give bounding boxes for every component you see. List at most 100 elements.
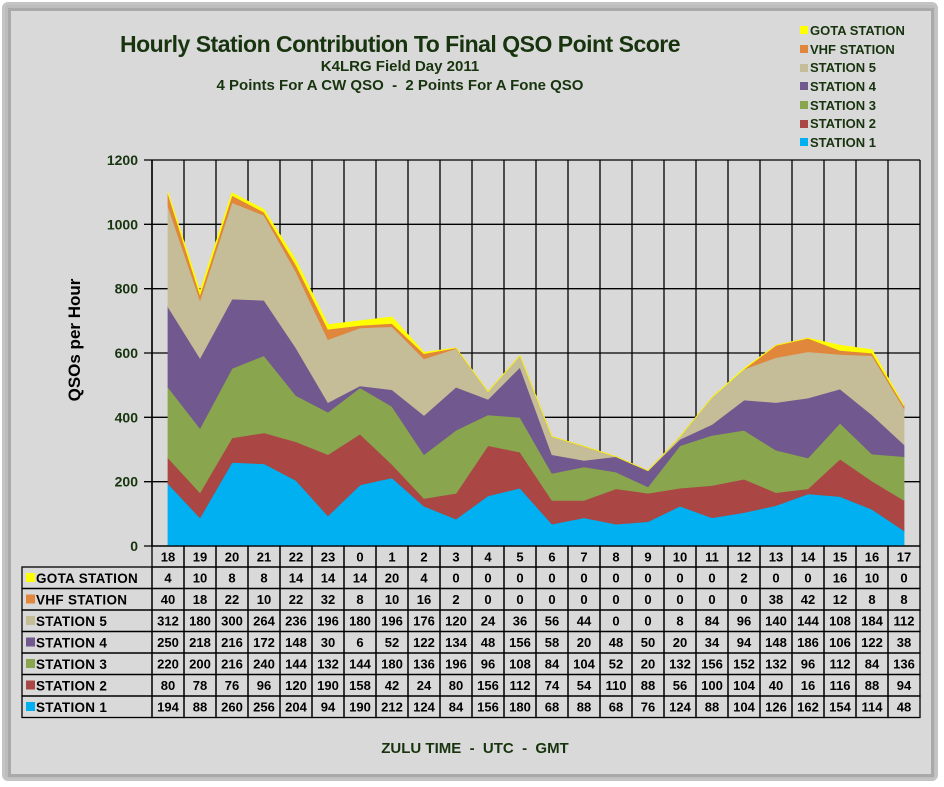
- y-tick-label: 0: [130, 538, 138, 554]
- data-label: 132: [317, 657, 339, 672]
- data-label: 84: [865, 657, 880, 672]
- data-label: 48: [481, 635, 495, 650]
- data-label: 0: [676, 571, 683, 586]
- x-tick-label: 9: [644, 550, 651, 565]
- data-label: 4: [420, 571, 428, 586]
- data-label: 110: [606, 678, 627, 693]
- data-label: 88: [577, 700, 591, 715]
- x-tick-label: 23: [321, 550, 335, 565]
- data-label: 216: [221, 635, 243, 650]
- stacked-areas: [167, 192, 905, 547]
- x-tick-label: 14: [801, 550, 816, 565]
- x-tick-label: 11: [705, 550, 719, 565]
- legend-item-vhf-station: VHF STATION: [800, 40, 905, 59]
- x-tick-label: 8: [612, 550, 619, 565]
- data-label: 52: [609, 657, 623, 672]
- x-tick-label: 12: [737, 550, 751, 565]
- data-label: 256: [253, 700, 275, 715]
- legend-label: STATION 1: [810, 134, 876, 150]
- data-label: 42: [801, 592, 815, 607]
- data-label: 96: [257, 678, 271, 693]
- data-label: 264: [253, 614, 275, 629]
- data-label: 144: [285, 657, 307, 672]
- data-label: 42: [385, 678, 399, 693]
- table-cell: [887, 695, 921, 719]
- legend-label: STATION 5: [810, 60, 876, 76]
- data-label: 154: [829, 700, 851, 715]
- data-label: 68: [609, 700, 623, 715]
- legend-label: GOTA STATION: [810, 22, 905, 38]
- legend-swatch: [800, 82, 808, 91]
- data-label: 112: [894, 614, 915, 629]
- data-label: 0: [772, 571, 779, 586]
- data-label: 8: [900, 592, 907, 607]
- table-row-label: STATION 3: [36, 657, 107, 672]
- x-tick-label: 15: [833, 550, 847, 565]
- data-label: 78: [193, 678, 207, 693]
- legend-key-station-2: [26, 680, 35, 690]
- data-label: 122: [413, 635, 435, 650]
- data-label: 148: [285, 635, 307, 650]
- data-label: 12: [833, 592, 847, 607]
- data-label: 56: [545, 614, 559, 629]
- data-label: 186: [797, 635, 819, 650]
- data-label: 16: [801, 678, 815, 693]
- x-tick-label: 10: [673, 550, 687, 565]
- data-label: 312: [157, 614, 179, 629]
- x-tick-label: 18: [161, 550, 175, 565]
- data-label: 120: [285, 678, 307, 693]
- x-tick-label: 17: [897, 550, 911, 565]
- data-label: 136: [413, 657, 435, 672]
- data-label: 14: [321, 571, 336, 586]
- data-label: 44: [577, 614, 592, 629]
- data-label: 0: [612, 571, 619, 586]
- data-label: 94: [737, 635, 752, 650]
- data-label: 124: [413, 700, 435, 715]
- data-label: 84: [705, 614, 720, 629]
- data-label: 48: [897, 700, 911, 715]
- legend-swatch: [800, 119, 808, 128]
- legend-item-gota-station: GOTA STATION: [800, 21, 905, 40]
- data-label: 136: [893, 657, 915, 672]
- data-label: 0: [612, 592, 619, 607]
- data-label: 220: [157, 657, 179, 672]
- data-label: 108: [509, 657, 531, 672]
- data-label: 24: [481, 614, 496, 629]
- data-label: 250: [157, 635, 179, 650]
- legend-label: STATION 2: [810, 116, 876, 132]
- data-label: 8: [228, 571, 235, 586]
- legend-label: STATION 4: [810, 78, 876, 94]
- chart-title: Hourly Station Contribution To Final QSO…: [119, 31, 681, 57]
- data-label: 184: [861, 614, 883, 629]
- legend-swatch: [800, 101, 808, 110]
- table-row-label: VHF STATION: [36, 593, 127, 608]
- data-label: 76: [225, 678, 239, 693]
- x-tick-label: 3: [452, 550, 459, 565]
- data-label: 56: [673, 678, 687, 693]
- data-label: 0: [548, 592, 555, 607]
- data-label: 140: [765, 614, 787, 629]
- table-row-label: STATION 1: [36, 700, 107, 715]
- data-label: 156: [477, 678, 499, 693]
- table-row-label: GOTA STATION: [36, 571, 138, 586]
- legend-label: STATION 3: [810, 97, 876, 113]
- data-label: 148: [765, 635, 787, 650]
- data-label: 94: [321, 700, 336, 715]
- data-label: 180: [381, 657, 403, 672]
- data-label: 0: [452, 571, 459, 586]
- data-label: 34: [705, 635, 720, 650]
- data-label: 180: [349, 614, 371, 629]
- data-label: 120: [445, 614, 467, 629]
- data-label: 20: [641, 657, 655, 672]
- data-label: 126: [765, 700, 787, 715]
- data-label: 156: [701, 657, 723, 672]
- data-label: 16: [417, 592, 431, 607]
- data-label: 152: [733, 657, 755, 672]
- data-label: 80: [449, 678, 463, 693]
- area-gota-station: [167, 192, 905, 472]
- x-tick-label: 21: [257, 550, 271, 565]
- data-label: 0: [644, 592, 651, 607]
- y-tick-label: 600: [115, 345, 139, 361]
- data-label: 6: [356, 635, 363, 650]
- chart-subtitle-2: 4 Points For A CW QSO - 2 Points For A F…: [216, 77, 584, 94]
